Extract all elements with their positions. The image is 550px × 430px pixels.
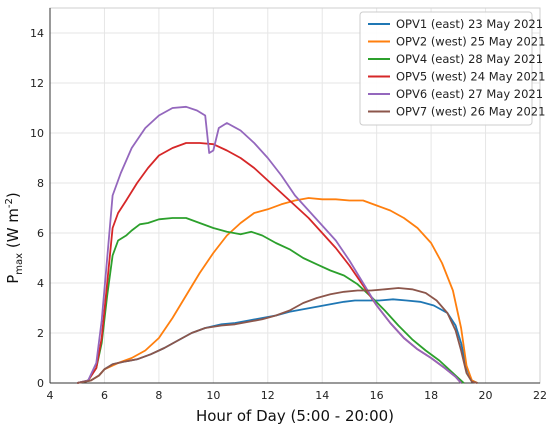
x-tick-label: 14 [315,389,329,402]
x-axis-title: Hour of Day (5:00 - 20:00) [196,407,394,425]
legend-label: OPV7 (west) 26 May 2021 [396,105,545,119]
y-axis-title-subscript: max [14,253,25,275]
tick-labels: 4 6 8 10 12 14 16 18 20 22 0 2 4 6 8 10 12 14 [30,27,547,402]
legend-label: OPV5 (west) 24 May 2021 [396,70,545,84]
series-group [76,105,478,384]
legend: OPV1 (east) 23 May 2021 OPV2 (west) 25 Ma… [359,11,545,126]
y-axis-title-superscript: -2 [4,198,15,208]
x-tick-label: 22 [533,389,547,402]
x-tick-label: 16 [370,389,384,402]
y-tick-label: 14 [30,27,44,40]
x-tick-label: 4 [47,389,54,402]
y-axis-title-close: ) [4,192,22,198]
series-line-5 [76,105,462,384]
x-tick-label: 18 [424,389,438,402]
y-axis-title-units: (W m [4,208,22,253]
y-tick-label: 4 [37,277,44,290]
x-tick-label: 20 [479,389,493,402]
legend-label: OPV4 (east) 28 May 2021 [396,52,543,66]
axes [49,7,541,384]
x-tick-label: 12 [261,389,275,402]
series-line-6 [77,287,478,384]
y-tick-label: 10 [30,127,44,140]
y-tick-label: 0 [37,377,44,390]
legend-label: OPV1 (east) 23 May 2021 [396,17,543,31]
legend-label: OPV6 (east) 27 May 2021 [396,87,543,101]
x-tick-label: 6 [101,389,108,402]
y-tick-label: 12 [30,77,44,90]
x-tick-label: 8 [155,389,162,402]
x-tick-label: 10 [206,389,220,402]
y-axis-title: Pmax (W m-2) [4,192,25,284]
y-tick-label: 2 [37,327,44,340]
series-line-3 [76,217,465,384]
legend-label: OPV2 (west) 25 May 2021 [396,35,545,49]
series-line-2 [77,197,478,384]
legend-box [359,11,533,126]
y-axis-title-base: P [4,275,22,284]
y-tick-label: 6 [37,227,44,240]
y-tick-label: 8 [37,177,44,190]
